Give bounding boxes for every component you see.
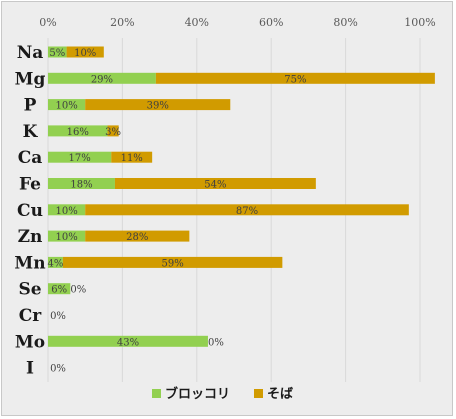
legend-swatch-broccoli: [152, 389, 161, 398]
data-label: 6%: [51, 285, 67, 296]
bar-broccoli: [48, 204, 86, 216]
data-label: 11%: [121, 153, 143, 164]
category-label: K: [23, 122, 39, 142]
data-label: 16%: [67, 127, 89, 138]
bar-broccoli: [48, 151, 112, 163]
category-label: Mo: [15, 332, 45, 352]
legend-swatch-soba: [254, 389, 263, 398]
x-tick-label: 0%: [39, 16, 56, 29]
category-label: Fe: [19, 175, 41, 195]
bar-broccoli: [48, 99, 86, 111]
x-tick-label: 20%: [110, 16, 134, 29]
bar-broccoli: [48, 125, 108, 137]
bar-soba: [62, 256, 283, 268]
data-label: 0%: [70, 285, 86, 296]
data-label: 18%: [70, 180, 92, 191]
x-tick-label: 60%: [259, 16, 283, 29]
data-label: 5%: [49, 48, 65, 59]
bar-broccoli: [48, 283, 71, 295]
category-label: Cu: [17, 201, 43, 221]
data-label: 39%: [147, 101, 169, 112]
category-label: Zn: [18, 227, 43, 247]
bar-broccoli: [48, 46, 67, 58]
bar-soba: [111, 151, 153, 163]
data-label: 4%: [48, 258, 64, 269]
data-label: 75%: [284, 74, 306, 85]
data-label: 28%: [126, 232, 148, 243]
category-label: Se: [18, 280, 41, 300]
data-label: 17%: [69, 153, 91, 164]
category-label: Mn: [14, 253, 45, 273]
bar-soba: [85, 230, 190, 242]
data-label: 59%: [162, 258, 184, 269]
bar-broccoli: [48, 230, 86, 242]
x-tick-label: 80%: [333, 16, 357, 29]
x-tick-label: 100%: [404, 16, 435, 29]
bar-soba: [66, 46, 104, 58]
category-label: I: [26, 359, 34, 379]
x-tick-label: 40%: [185, 16, 209, 29]
bar-broccoli: [48, 178, 115, 189]
data-label: 10%: [55, 232, 77, 243]
data-label: 10%: [55, 206, 77, 217]
bar-soba: [85, 204, 409, 216]
data-label: 29%: [91, 74, 113, 85]
legend-label: そば: [267, 387, 293, 402]
category-label: Mg: [15, 69, 46, 89]
legend-label: ブロッコリ: [165, 386, 230, 402]
bar-soba: [107, 125, 119, 137]
data-label: 0%: [208, 337, 224, 348]
data-label: 54%: [204, 180, 226, 191]
category-label: Cr: [19, 306, 43, 326]
data-label: 10%: [55, 101, 77, 112]
bar-soba: [114, 178, 316, 189]
bar-broccoli: [48, 72, 156, 84]
data-label: 0%: [50, 311, 66, 322]
data-label: 0%: [50, 364, 66, 375]
data-label: 87%: [236, 206, 258, 217]
category-label: Ca: [18, 148, 43, 168]
category-label: P: [24, 96, 37, 116]
bar-broccoli: [48, 256, 63, 268]
data-label: 10%: [74, 48, 96, 59]
data-label: 3%: [105, 127, 121, 138]
bar-soba: [155, 72, 435, 84]
category-label: Na: [17, 43, 44, 63]
bar-broccoli: [48, 335, 208, 347]
bar-soba: [85, 99, 231, 111]
data-label: 43%: [117, 337, 139, 348]
